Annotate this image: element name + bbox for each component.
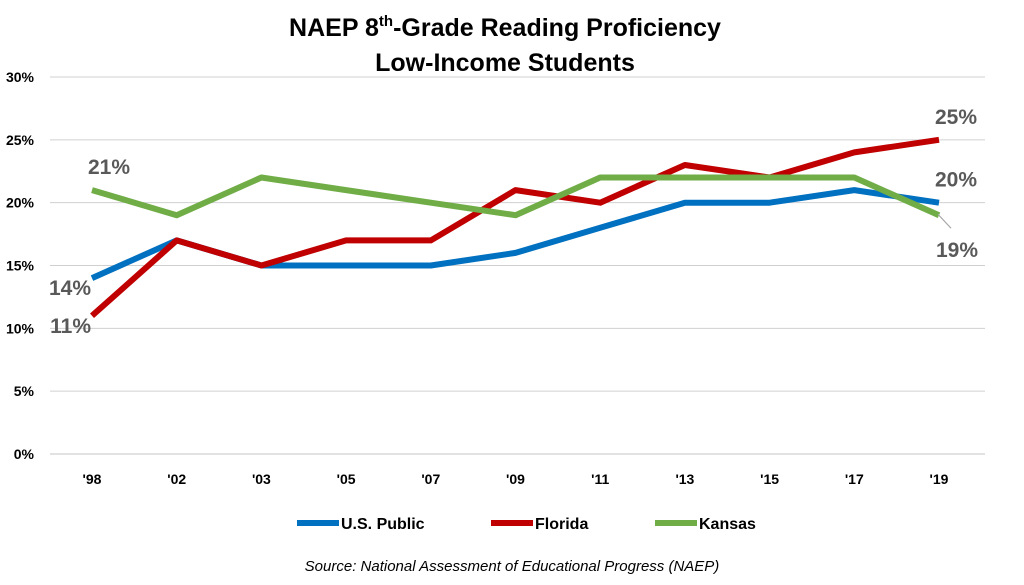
chart-title-main: NAEP 8: [289, 14, 379, 42]
data-label: 21%: [88, 156, 130, 179]
x-tick-label: '13: [675, 471, 694, 487]
x-tick-label: '03: [252, 471, 271, 487]
x-tick-label: '07: [421, 471, 440, 487]
y-tick-label: 30%: [6, 69, 35, 85]
chart-title: NAEP 8th-Grade Reading Proficiency: [289, 13, 721, 42]
x-tick-label: '98: [83, 471, 102, 487]
y-tick-label: 10%: [6, 320, 35, 336]
gridlines: [50, 76, 985, 455]
series-lines: [90, 136, 941, 319]
x-tick-label: '05: [337, 471, 356, 487]
series-line-florida: [90, 136, 940, 319]
legend-label-florida: Florida: [535, 516, 588, 533]
data-label: 11%: [50, 315, 91, 338]
y-tick-label: 25%: [6, 132, 35, 148]
y-tick-label: 0%: [14, 446, 35, 462]
x-tick-label: '19: [930, 471, 949, 487]
data-labels: 14% 11% 21% 25% 20% 19%: [49, 106, 978, 338]
x-tick-label: '15: [760, 471, 779, 487]
y-tick-label: 20%: [6, 195, 35, 211]
legend-label-kansas: Kansas: [699, 516, 756, 533]
legend-label-u-s-public: U.S. Public: [341, 516, 425, 533]
y-tick-label: 15%: [6, 258, 35, 274]
chart-title-rest: -Grade Reading Proficiency: [393, 14, 721, 42]
chart-title-superscript: th: [379, 13, 393, 30]
data-label: 25%: [935, 106, 977, 129]
data-label: 14%: [49, 277, 91, 300]
x-axis-ticks: '98 '02 '03 '05 '07 '09 '11 '13 '15 '17 '19: [83, 471, 949, 487]
legend: U.S. Public Florida Kansas: [297, 516, 756, 533]
chart-subtitle: Low-Income Students: [375, 49, 635, 77]
y-tick-label: 5%: [14, 383, 35, 399]
x-tick-label: '02: [167, 471, 186, 487]
source-note: Source: National Assessment of Education…: [305, 558, 720, 575]
x-tick-label: '17: [845, 471, 864, 487]
data-label: 19%: [936, 239, 978, 262]
data-label: 20%: [935, 169, 977, 192]
x-tick-label: '11: [591, 471, 609, 487]
series-line-u-s-public: [90, 187, 940, 281]
series-line-kansas: [91, 174, 941, 219]
x-tick-label: '09: [506, 471, 525, 487]
y-axis-ticks: 0% 5% 10% 15% 20% 25% 30%: [6, 69, 35, 462]
data-label-leader: [937, 213, 952, 229]
